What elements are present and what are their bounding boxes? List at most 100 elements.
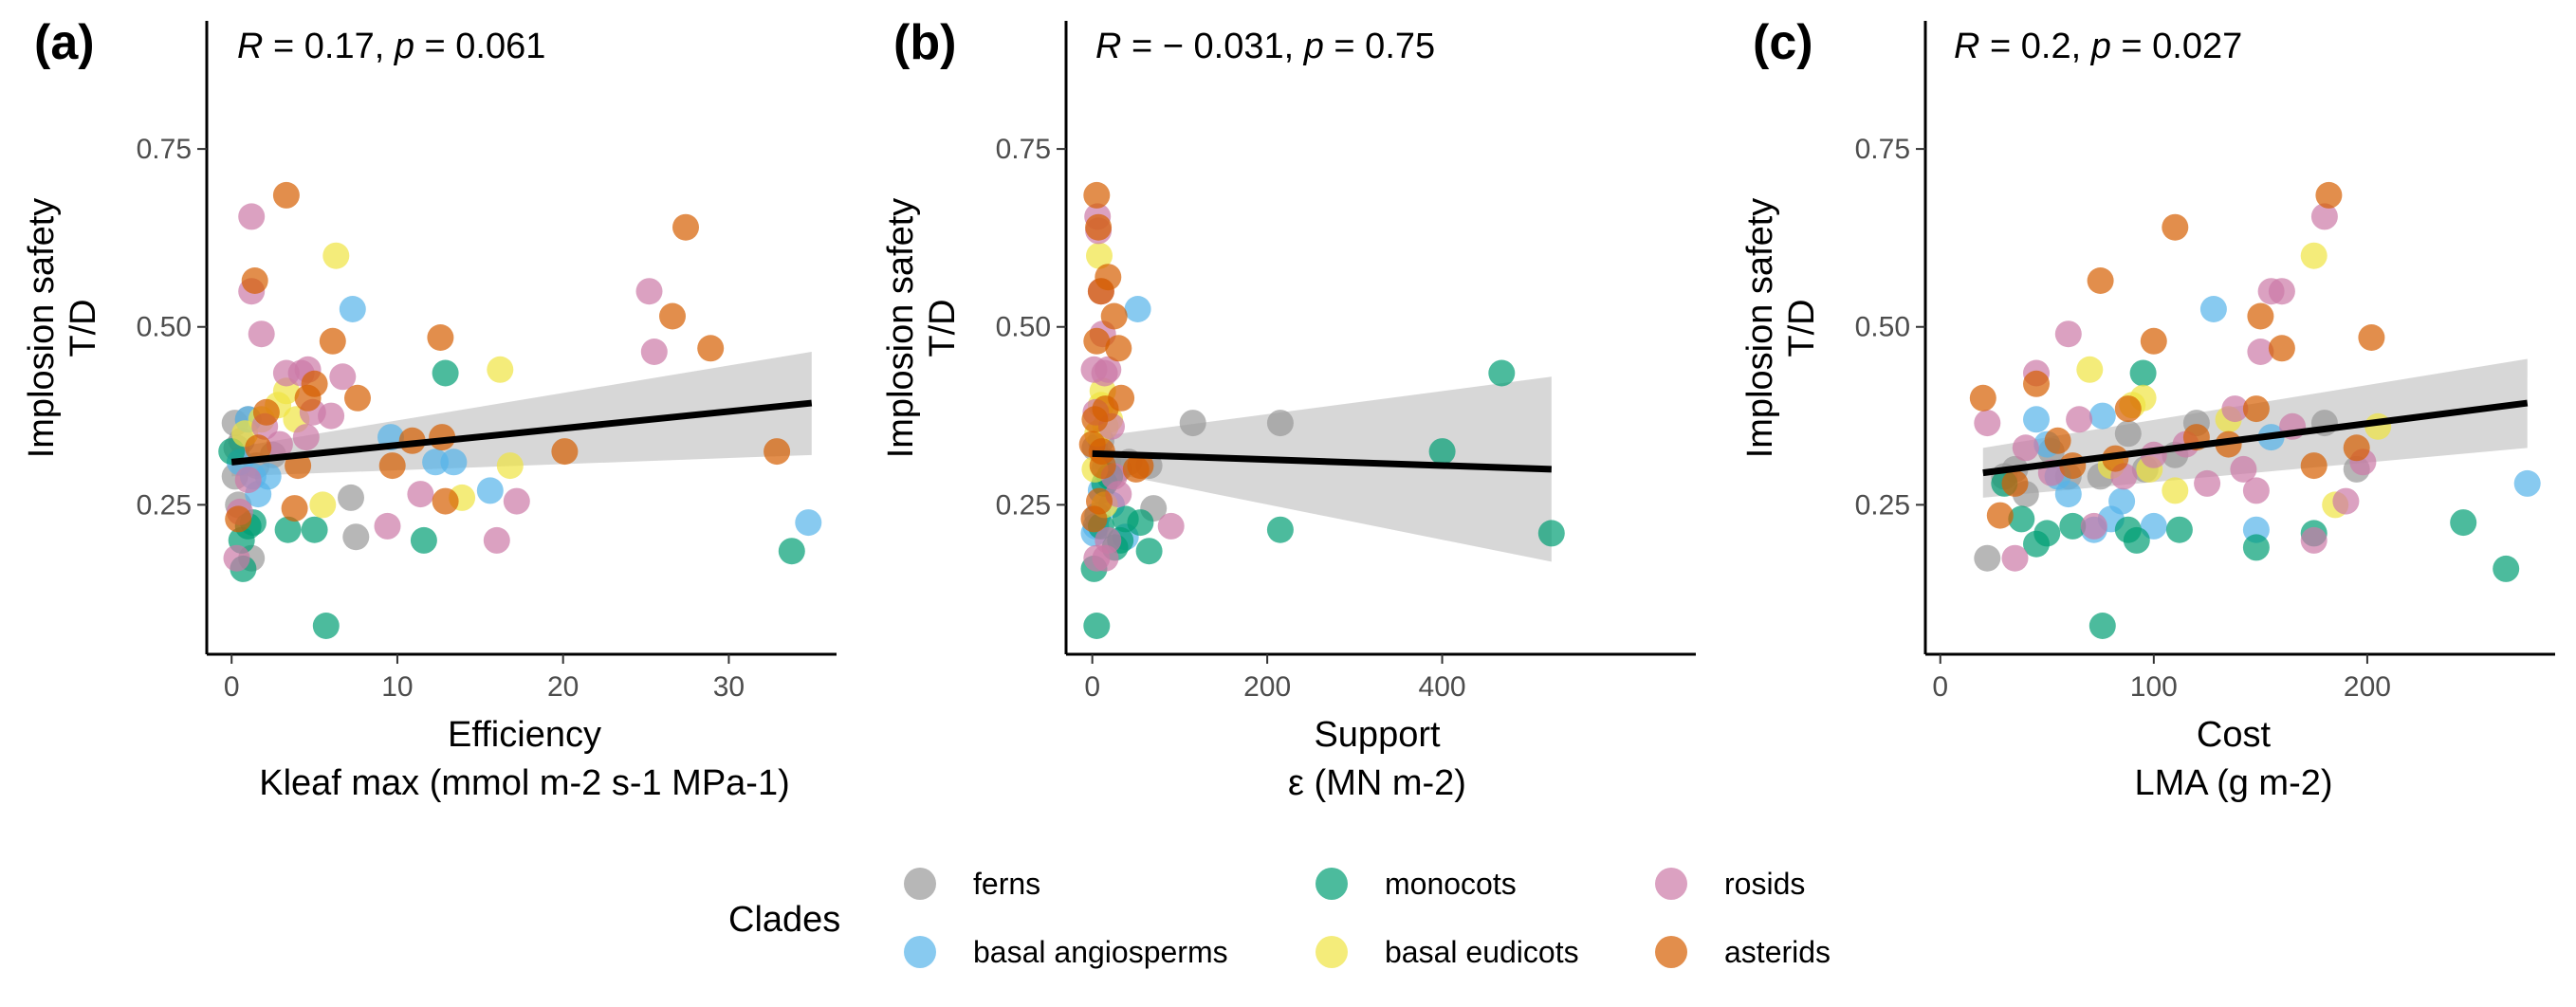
legend-key-basal-eudicots bbox=[1316, 936, 1348, 968]
data-point-asterids bbox=[1085, 213, 1113, 241]
data-point-monocots bbox=[2129, 359, 2157, 387]
data-point-asterids bbox=[301, 370, 328, 397]
data-point-asterids bbox=[551, 438, 579, 466]
legend-label-basal-angiosperms: basal angiosperms bbox=[973, 935, 1228, 969]
data-point-asterids bbox=[344, 384, 371, 412]
data-point-basal-eudicots bbox=[2300, 242, 2328, 269]
legend-label-asterids: asterids bbox=[1724, 935, 1831, 969]
data-point-ferns bbox=[1266, 410, 1294, 437]
panel-b-confidence-band bbox=[1092, 376, 1552, 562]
data-point-monocots bbox=[432, 359, 459, 387]
data-point-asterids bbox=[2044, 427, 2071, 454]
legend-item-asterids[interactable]: asterids bbox=[1655, 935, 1831, 969]
legend: Clades ferns basal angiosperms monocots … bbox=[728, 867, 1831, 969]
data-point-asterids bbox=[432, 487, 459, 515]
data-point-rosids bbox=[503, 487, 530, 515]
data-point-asterids bbox=[659, 302, 686, 330]
panel-c-plot-area: 0.25 0.50 0.75 0 100 200 bbox=[1855, 21, 2555, 703]
x-tick-label: 10 bbox=[381, 671, 413, 703]
legend-key-asterids bbox=[1655, 936, 1687, 968]
data-point-rosids bbox=[2012, 434, 2039, 462]
legend-label-monocots: monocots bbox=[1385, 867, 1517, 901]
data-point-monocots bbox=[410, 526, 437, 554]
x-tick-label: 400 bbox=[1419, 671, 1466, 703]
data-point-monocots bbox=[1266, 516, 1294, 543]
data-point-asterids bbox=[2087, 267, 2114, 294]
data-point-monocots bbox=[274, 516, 302, 543]
y-tick-label: 0.75 bbox=[996, 134, 1051, 165]
panel-a-x-title: Efficiency bbox=[448, 715, 601, 755]
legend-label-basal-eudicots: basal eudicots bbox=[1385, 935, 1579, 969]
x-tick-label: 200 bbox=[1243, 671, 1291, 703]
panel-c-y-subtitle: T/D bbox=[1782, 299, 1822, 357]
data-point-basal-angiosperms bbox=[795, 509, 822, 537]
y-tick-label: 0.50 bbox=[137, 312, 192, 343]
data-point-asterids bbox=[2140, 327, 2167, 355]
panel-c-y-title: Implosion safety bbox=[1740, 198, 1780, 459]
data-point-asterids bbox=[245, 434, 272, 462]
panel-c-letter: (c) bbox=[1753, 15, 1813, 70]
data-point-asterids bbox=[2315, 181, 2343, 209]
data-point-basal-angiosperms bbox=[422, 449, 450, 476]
data-point-rosids bbox=[234, 467, 262, 494]
data-point-rosids bbox=[2310, 203, 2338, 230]
data-point-rosids bbox=[2332, 487, 2360, 515]
data-point-asterids bbox=[2358, 324, 2385, 351]
legend-key-basal-angiosperms bbox=[904, 936, 936, 968]
y-tick-label: 0.50 bbox=[996, 312, 1051, 343]
panel-a-letter: (a) bbox=[34, 15, 95, 70]
legend-key-monocots bbox=[1316, 868, 1348, 900]
panel-a-y-subtitle: T/D bbox=[64, 299, 103, 357]
x-tick-label: 30 bbox=[713, 671, 745, 703]
data-point-monocots bbox=[1135, 538, 1163, 565]
data-point-asterids bbox=[1095, 264, 1122, 291]
data-point-asterids bbox=[252, 398, 280, 426]
data-point-basal-angiosperms bbox=[2108, 487, 2136, 515]
data-point-basal-angiosperms bbox=[2513, 469, 2541, 497]
data-point-rosids bbox=[2001, 544, 2029, 572]
data-point-asterids bbox=[2343, 434, 2370, 462]
y-tick-label: 0.50 bbox=[1855, 312, 1910, 343]
data-point-rosids bbox=[2268, 278, 2295, 305]
data-point-rosids bbox=[223, 544, 250, 572]
legend-item-ferns[interactable]: ferns bbox=[904, 867, 1040, 901]
panel-a: (a) R = 0.17, p = 0.061 0.25 0.50 0.75 0 10 2… bbox=[22, 15, 837, 803]
panel-b-x-title: Support bbox=[1314, 715, 1441, 755]
x-tick-label: 0 bbox=[1932, 671, 1948, 703]
y-tick-label: 0.75 bbox=[1855, 134, 1910, 165]
x-tick-label: 0 bbox=[224, 671, 240, 703]
legend-item-rosids[interactable]: rosids bbox=[1655, 867, 1805, 901]
data-point-asterids bbox=[2162, 213, 2189, 241]
data-point-basal-eudicots bbox=[2076, 356, 2104, 383]
data-point-monocots bbox=[301, 516, 328, 543]
data-point-rosids bbox=[2230, 455, 2257, 483]
legend-key-ferns bbox=[904, 868, 936, 900]
data-point-asterids bbox=[1083, 181, 1111, 209]
data-point-asterids bbox=[1986, 502, 2014, 529]
data-point-asterids bbox=[241, 267, 268, 294]
panel-a-stat: R = 0.17, p = 0.061 bbox=[237, 27, 545, 66]
data-point-asterids bbox=[319, 327, 346, 355]
legend-item-monocots[interactable]: monocots bbox=[1316, 867, 1517, 901]
data-point-asterids bbox=[1100, 302, 1128, 330]
panel-c-x-title: Cost bbox=[2197, 715, 2272, 755]
data-point-basal-angiosperms bbox=[254, 463, 282, 490]
data-point-basal-angiosperms bbox=[2199, 296, 2227, 322]
data-point-monocots bbox=[2033, 520, 2061, 547]
panel-c-x-subtitle: LMA (g m-2) bbox=[2134, 763, 2332, 803]
data-point-basal-eudicots bbox=[2162, 477, 2189, 504]
data-point-basal-angiosperms bbox=[2088, 402, 2116, 430]
legend-item-basal-eudicots[interactable]: basal eudicots bbox=[1316, 935, 1579, 969]
legend-label-ferns: ferns bbox=[973, 867, 1040, 901]
legend-item-basal-angiosperms[interactable]: basal angiosperms bbox=[904, 935, 1228, 969]
data-point-rosids bbox=[318, 402, 345, 430]
data-point-rosids bbox=[635, 278, 663, 305]
legend-key-rosids bbox=[1655, 868, 1687, 900]
data-point-basal-eudicots bbox=[496, 452, 524, 480]
data-point-rosids bbox=[292, 424, 320, 451]
data-point-basal-angiosperms bbox=[339, 296, 366, 322]
data-point-asterids bbox=[1969, 384, 1996, 412]
data-point-rosids bbox=[2054, 320, 2082, 348]
data-point-asterids bbox=[272, 181, 300, 209]
panel-b-p-value: = 0.75 bbox=[1324, 27, 1435, 66]
